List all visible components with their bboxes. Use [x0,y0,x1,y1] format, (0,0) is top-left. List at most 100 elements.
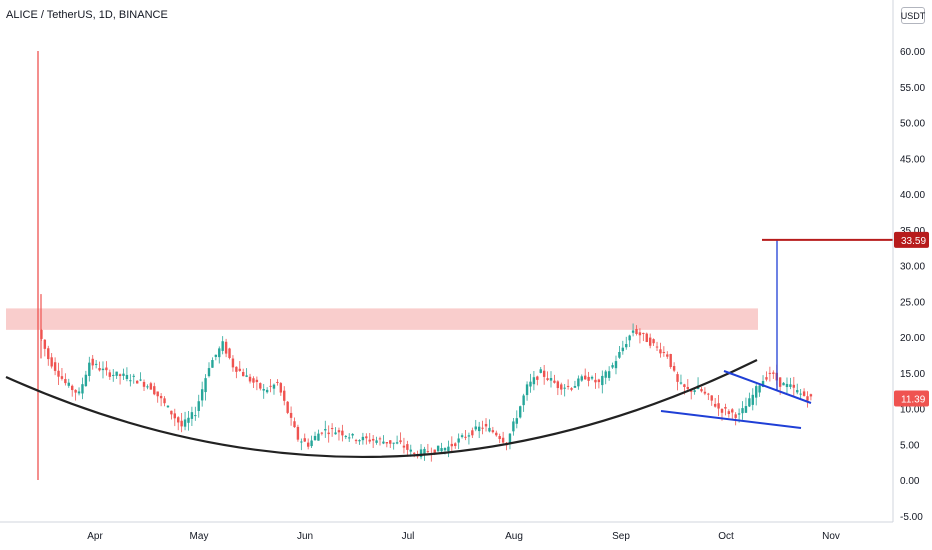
candle [484,418,488,432]
candle [669,353,672,369]
candle-body [269,385,272,387]
candle [631,323,635,337]
candle-body [659,349,662,354]
candle-body [806,396,809,401]
candle-body [348,437,351,439]
candle-body [265,389,269,393]
candle-body [512,421,515,432]
x-tick-label: Jun [297,531,313,542]
candle [440,442,443,453]
candle [358,439,361,445]
candle-body [662,351,666,353]
candle [587,371,590,387]
candle [491,426,495,434]
candle [129,374,132,387]
resistance-zone [6,308,758,330]
candle-body [584,375,587,380]
candle-body [522,395,525,406]
candle-body [385,442,389,444]
candle-body [71,385,74,391]
candle [259,382,262,391]
candle-body [344,436,347,438]
candle-body [112,374,115,376]
candle [406,440,409,457]
candle-body [638,332,642,336]
candle-body [785,383,789,388]
candle-body [91,358,94,366]
target-price-tag-bg [894,231,929,248]
candle [450,436,454,452]
y-tick-label: 35.00 [900,226,925,237]
candle-body [245,375,248,377]
candle-body [710,395,713,401]
candle [354,438,358,444]
candle-body [57,370,60,377]
x-tick-label: Oct [718,531,734,542]
candle-body [187,417,190,423]
candle-body [122,373,125,376]
candle [245,368,248,378]
candle-body [669,354,672,367]
candle-body [77,391,81,394]
candle-body [101,368,105,371]
candle-body [539,369,542,373]
candle [177,416,180,431]
candle-body [255,379,259,383]
candle [279,382,283,396]
candle-body [392,442,395,444]
candle-body [587,376,590,381]
candle-body [436,445,440,452]
candle-body [272,384,276,389]
candle [457,433,460,450]
candle [604,369,607,385]
candle-body [177,417,180,423]
candle-body [43,339,47,349]
candle-body [737,413,741,415]
y-tick-label: 20.00 [900,333,925,344]
candle [218,346,221,364]
candle-body [724,407,727,409]
candle [755,384,758,406]
candle [173,408,176,427]
y-tick-label: 45.00 [900,154,925,165]
candle [200,381,204,407]
candle [799,389,802,400]
candle [570,387,573,392]
candle [436,445,440,452]
candle-body [306,442,310,447]
candle [402,437,406,454]
candle [628,334,631,347]
candle-body [399,440,402,443]
candle [471,427,474,438]
target-price-tag-text: 33.59 [901,236,926,247]
candle [553,374,556,384]
candle [758,384,761,397]
candle [341,424,344,442]
candle [618,346,621,359]
candle-body [744,406,748,413]
y-tick-label: 60.00 [900,47,925,58]
candle-body [173,413,176,419]
candle-body [406,444,409,450]
candle-body [324,429,327,431]
candle [368,432,371,444]
candle-body [368,439,371,442]
candle-body [566,385,570,387]
candle [666,351,669,359]
candle [601,370,604,394]
candle [522,393,525,412]
candle-body [166,405,170,408]
candle-body [135,380,139,384]
candle [563,383,566,397]
candle [351,433,354,439]
currency-button[interactable]: USDT [901,7,925,24]
candle [47,345,50,366]
candle [142,379,146,392]
candle-body [457,438,460,443]
candle [508,433,512,450]
candle [645,332,648,343]
candle [727,409,731,418]
candle [313,431,317,441]
candle [94,360,98,369]
